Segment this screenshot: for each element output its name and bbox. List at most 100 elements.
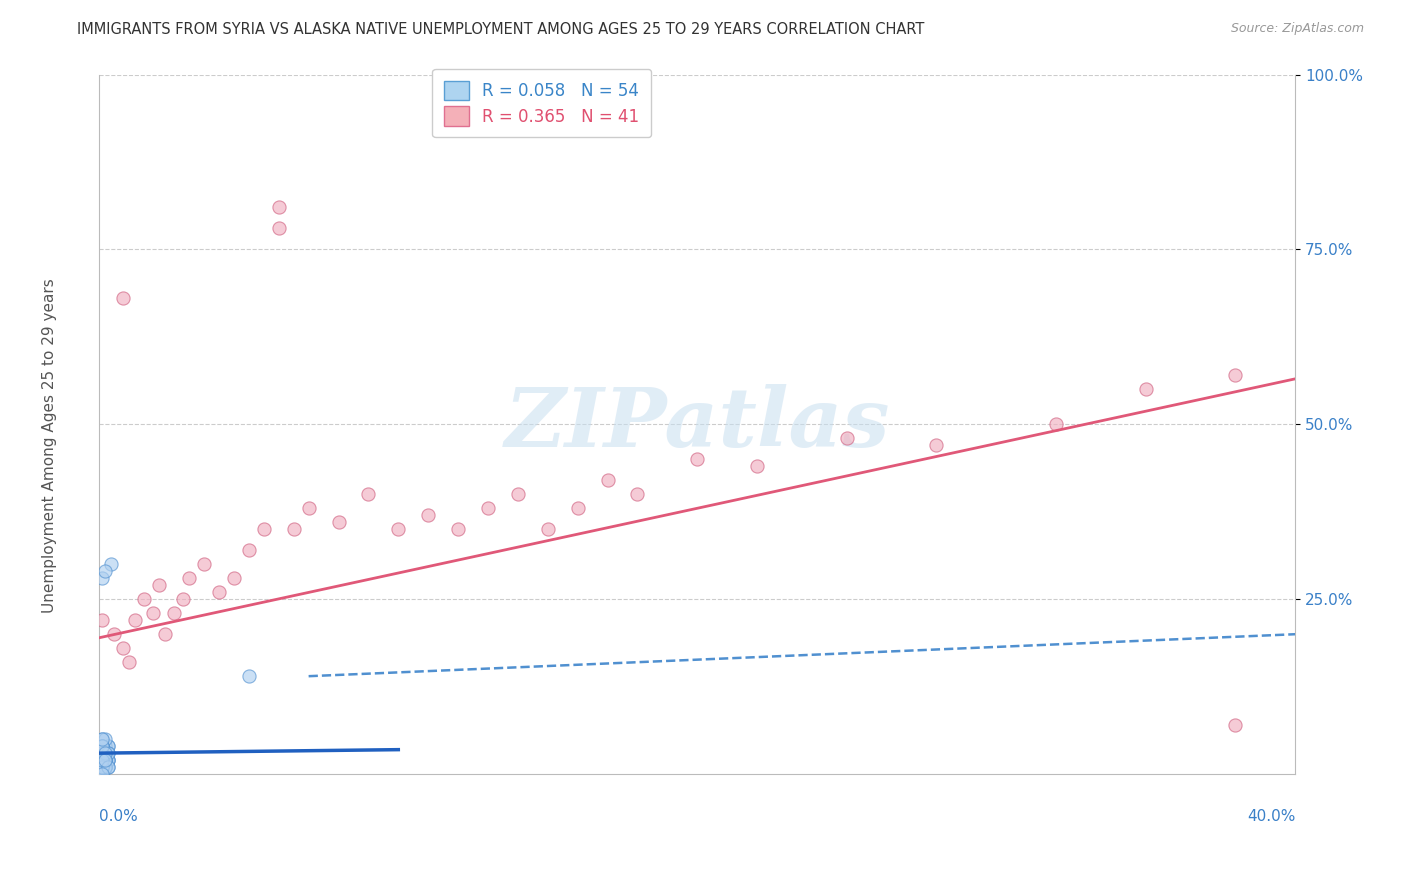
Point — [94, 746, 117, 760]
Point — [91, 746, 114, 760]
Point — [91, 739, 114, 753]
Point — [94, 739, 117, 753]
Point — [238, 669, 260, 683]
Point — [447, 522, 470, 536]
Point — [94, 760, 117, 774]
Point — [97, 739, 120, 753]
Point — [91, 753, 114, 767]
Point — [91, 760, 114, 774]
Point — [172, 592, 194, 607]
Point — [91, 760, 114, 774]
Point — [328, 516, 350, 530]
Point — [267, 221, 290, 235]
Point — [537, 522, 560, 536]
Point — [94, 753, 117, 767]
Point — [222, 571, 245, 585]
Point — [835, 431, 858, 445]
Point — [97, 746, 120, 760]
Point — [97, 753, 120, 767]
Point — [94, 753, 117, 767]
Point — [163, 606, 186, 620]
Point — [112, 292, 135, 306]
Point — [94, 746, 117, 760]
Point — [745, 459, 768, 474]
Point — [112, 641, 135, 656]
Point — [91, 739, 114, 753]
Point — [153, 627, 176, 641]
Point — [208, 585, 231, 599]
Point — [148, 578, 170, 592]
Point — [357, 487, 380, 501]
Point — [626, 487, 648, 501]
Point — [91, 746, 114, 760]
Point — [94, 753, 117, 767]
Text: Source: ZipAtlas.com: Source: ZipAtlas.com — [1230, 22, 1364, 36]
Point — [94, 753, 117, 767]
Point — [100, 558, 122, 572]
Point — [91, 767, 114, 781]
Point — [596, 473, 619, 487]
Point — [91, 746, 114, 760]
Point — [97, 753, 120, 767]
Point — [91, 753, 114, 767]
Point — [253, 522, 276, 536]
Point — [91, 753, 114, 767]
Point — [1225, 718, 1247, 732]
Text: 40.0%: 40.0% — [1247, 809, 1295, 824]
Point — [418, 508, 440, 523]
Point — [298, 501, 321, 516]
Point — [91, 732, 114, 747]
Point — [91, 613, 114, 627]
Point — [103, 627, 125, 641]
Point — [177, 571, 200, 585]
Point — [506, 487, 529, 501]
Point — [142, 606, 165, 620]
Legend: R = 0.058   N = 54, R = 0.365   N = 41: R = 0.058 N = 54, R = 0.365 N = 41 — [433, 69, 651, 137]
Point — [91, 732, 114, 747]
Point — [567, 501, 589, 516]
Point — [686, 452, 709, 467]
Point — [91, 753, 114, 767]
Point — [91, 746, 114, 760]
Point — [94, 760, 117, 774]
Point — [91, 753, 114, 767]
Text: IMMIGRANTS FROM SYRIA VS ALASKA NATIVE UNEMPLOYMENT AMONG AGES 25 TO 29 YEARS CO: IMMIGRANTS FROM SYRIA VS ALASKA NATIVE U… — [77, 22, 925, 37]
Point — [1225, 368, 1247, 383]
Point — [94, 564, 117, 578]
Text: Unemployment Among Ages 25 to 29 years: Unemployment Among Ages 25 to 29 years — [42, 278, 56, 614]
Point — [94, 760, 117, 774]
Point — [97, 753, 120, 767]
Point — [925, 438, 948, 452]
Point — [238, 543, 260, 558]
Point — [97, 760, 120, 774]
Point — [94, 760, 117, 774]
Point — [94, 753, 117, 767]
Text: 0.0%: 0.0% — [100, 809, 138, 824]
Point — [97, 739, 120, 753]
Point — [94, 746, 117, 760]
Point — [1045, 417, 1067, 432]
Point — [91, 739, 114, 753]
Point — [97, 760, 120, 774]
Point — [91, 753, 114, 767]
Point — [91, 571, 114, 585]
Point — [193, 558, 215, 572]
Point — [97, 746, 120, 760]
Point — [91, 760, 114, 774]
Point — [91, 760, 114, 774]
Point — [134, 592, 156, 607]
Point — [91, 760, 114, 774]
Point — [1135, 382, 1157, 396]
Point — [124, 613, 146, 627]
Point — [118, 655, 141, 669]
Point — [91, 746, 114, 760]
Point — [94, 760, 117, 774]
Point — [94, 753, 117, 767]
Point — [283, 522, 305, 536]
Point — [267, 201, 290, 215]
Point — [477, 501, 499, 516]
Point — [91, 753, 114, 767]
Point — [94, 732, 117, 747]
Point — [91, 739, 114, 753]
Point — [94, 746, 117, 760]
